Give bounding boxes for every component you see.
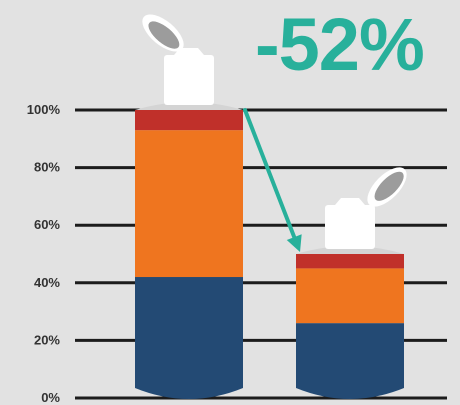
flip-lid-inner: [374, 171, 404, 201]
bar-segment: [296, 254, 404, 269]
y-tick-label: 0%: [41, 390, 60, 405]
bar-segment: [135, 110, 243, 131]
arrow-head: [286, 234, 302, 252]
bar-segment: [135, 130, 243, 278]
bar-segment: [296, 323, 404, 399]
bottle-bars: [135, 14, 407, 399]
y-tick-label: 100%: [27, 102, 61, 117]
arrow-shaft: [243, 108, 299, 245]
flip-lid-inner: [148, 21, 180, 49]
y-tick-label: 80%: [34, 160, 60, 175]
reduction-headline: -52%: [255, 3, 425, 86]
reduction-arrow: [243, 108, 302, 252]
bar-segment: [135, 277, 243, 399]
bottle-cap: [164, 55, 214, 105]
y-tick-label: 60%: [34, 217, 60, 232]
flip-lid: [367, 167, 407, 207]
bottle-shoulder: [296, 246, 404, 254]
y-tick-labels: 0% 20% 40% 60% 80% 100%: [27, 102, 61, 405]
bar-segment: [296, 268, 404, 324]
bottle-cap-rim: [174, 48, 204, 55]
y-tick-label: 40%: [34, 275, 60, 290]
bottle-cap: [325, 205, 375, 249]
flip-lid: [142, 14, 184, 52]
bottle-shoulder: [135, 102, 243, 110]
y-tick-label: 20%: [34, 332, 60, 347]
bottle-cap-rim: [335, 198, 365, 205]
